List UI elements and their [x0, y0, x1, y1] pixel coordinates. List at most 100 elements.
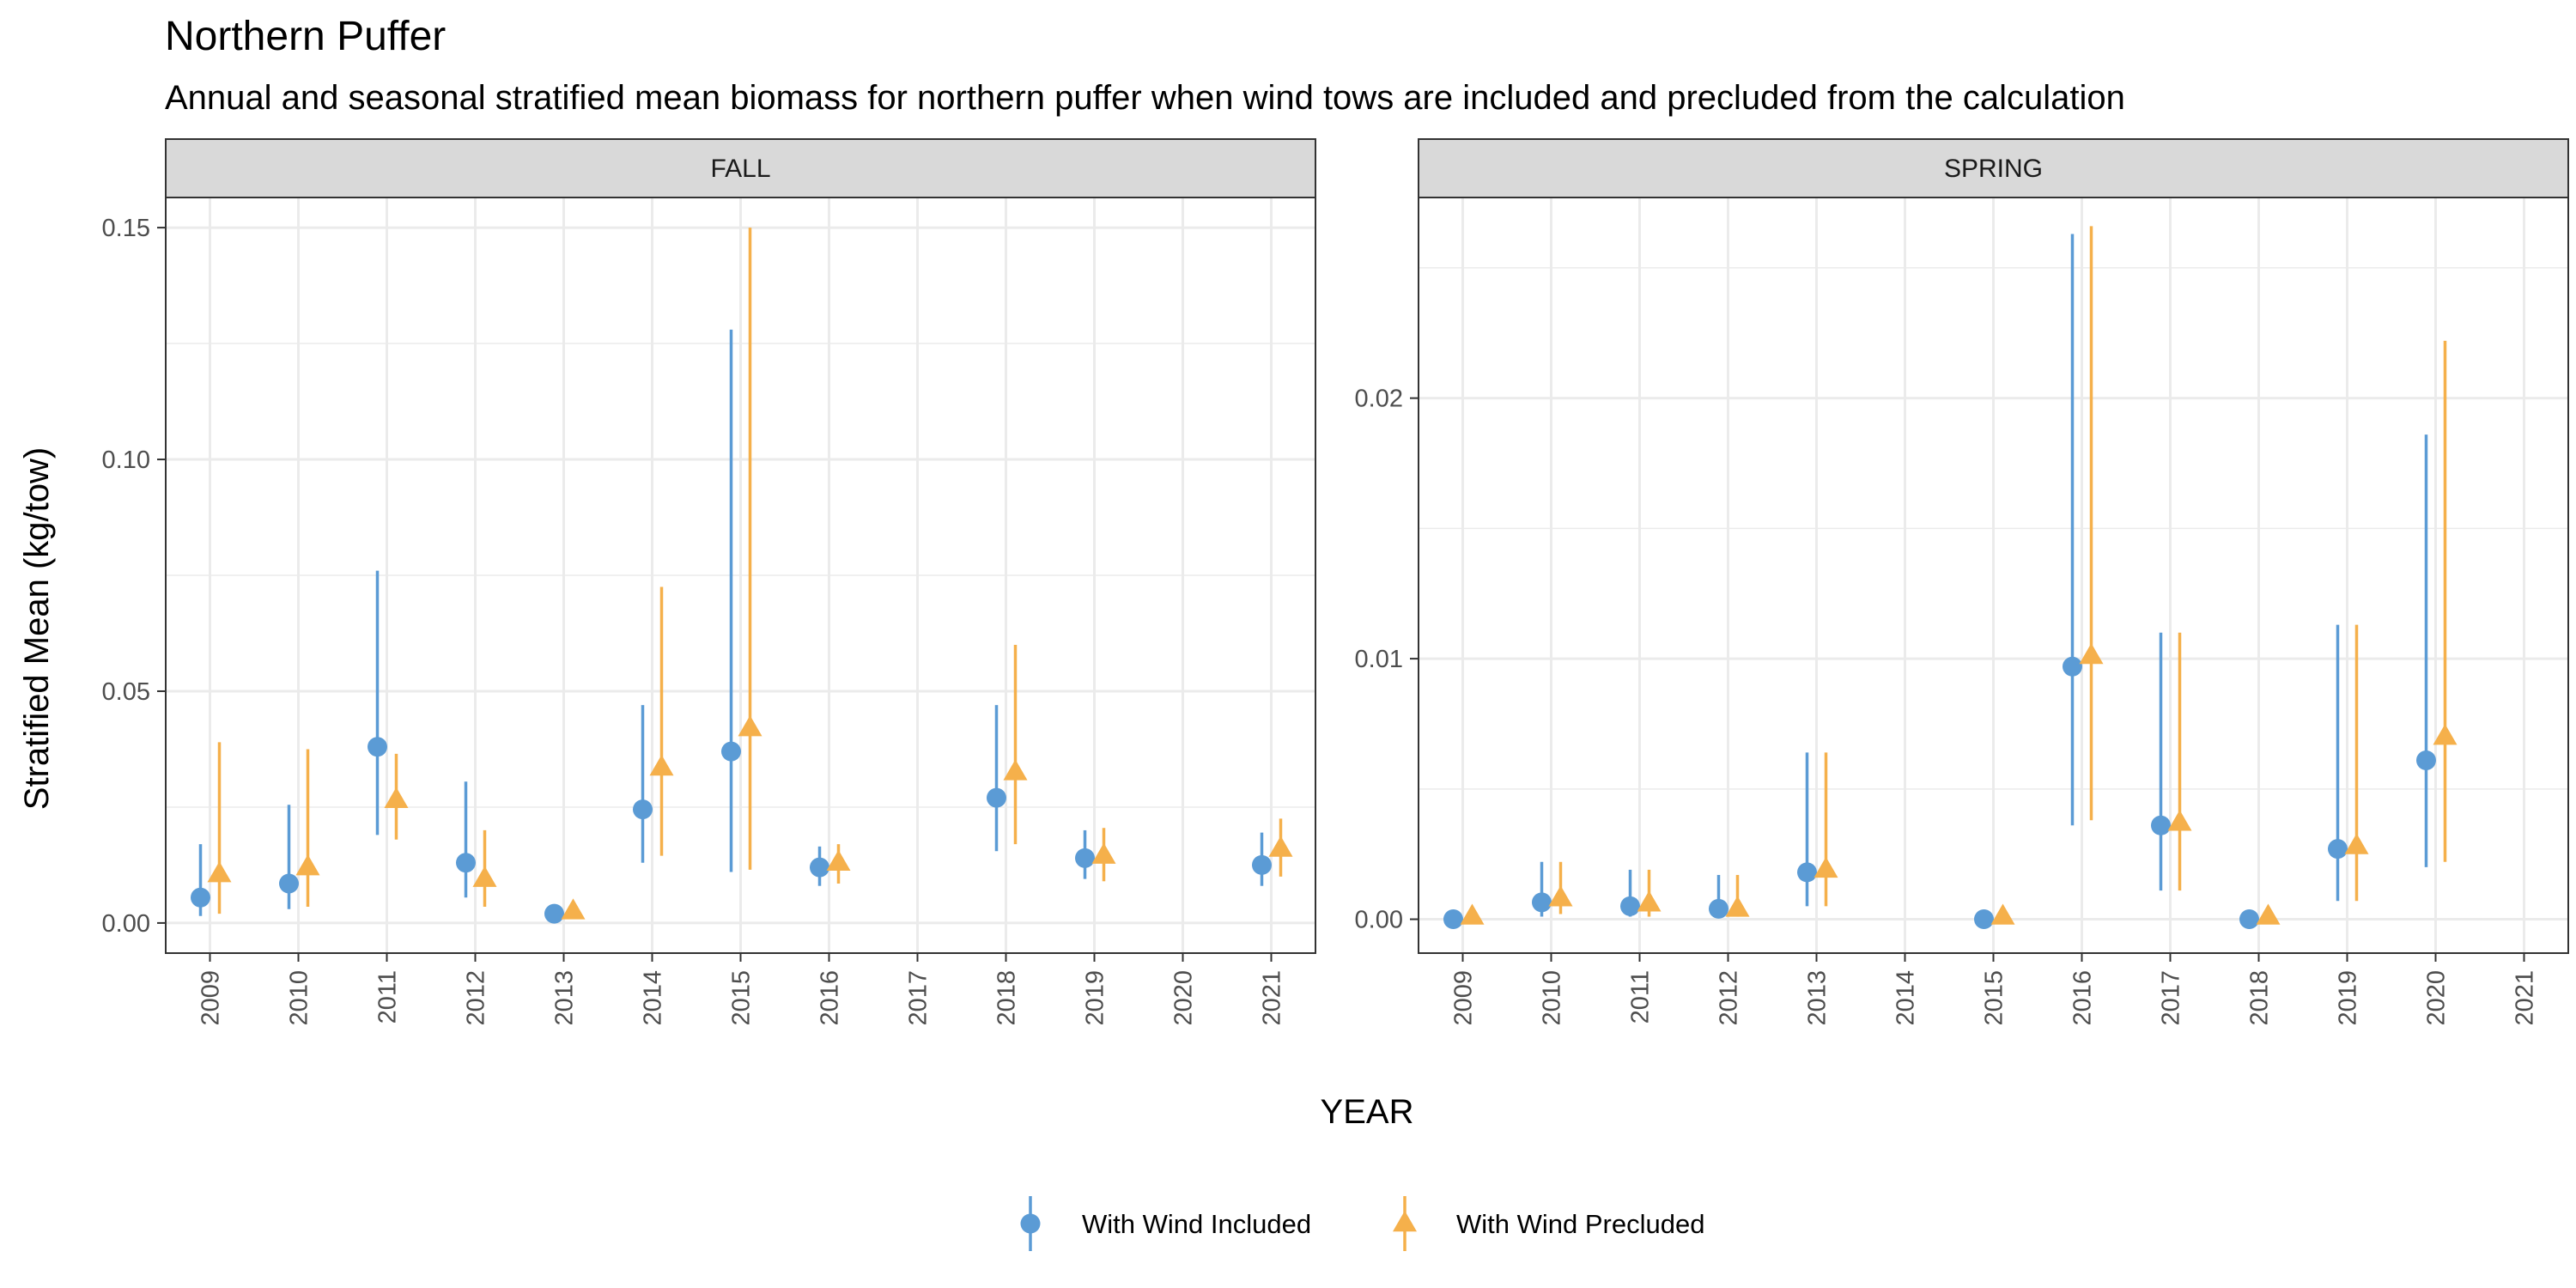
- legend-label: With Wind Included: [1082, 1209, 1311, 1239]
- data-point: [1075, 848, 1095, 868]
- data-point: [1252, 854, 1272, 875]
- chart-subtitle: Annual and seasonal stratified mean biom…: [165, 79, 2125, 117]
- data-point: [1709, 898, 1728, 919]
- panel-border: [165, 197, 1316, 954]
- data-point: [2167, 810, 2192, 831]
- x-tick-label: 2011: [374, 970, 402, 1024]
- data-point: [1460, 903, 1485, 925]
- legend-item-wind-included: With Wind Included: [1020, 1196, 1311, 1251]
- data-point: [1268, 835, 1293, 857]
- y-tick-label: 0.00: [102, 910, 150, 938]
- data-point: [384, 787, 409, 809]
- data-point: [2256, 903, 2281, 925]
- legend-label: With Wind Precluded: [1456, 1209, 1704, 1239]
- x-tick-label: 2016: [817, 970, 844, 1026]
- x-tick-label: 2015: [728, 970, 756, 1026]
- data-point: [2079, 643, 2104, 665]
- chart-title: Northern Puffer: [165, 14, 446, 59]
- facet-strip: [165, 138, 1316, 198]
- panel-border: [1418, 197, 2569, 954]
- x-tick-label: 2009: [197, 970, 225, 1026]
- x-axis-title: YEAR: [1321, 1093, 1414, 1131]
- legend: With Wind Included With Wind Precluded: [1020, 1196, 1704, 1251]
- data-point: [368, 737, 387, 757]
- y-tick-label: 0.15: [102, 215, 150, 242]
- data-point: [1637, 890, 1662, 912]
- data-point: [1003, 759, 1028, 781]
- data-point: [279, 873, 299, 894]
- data-point: [1091, 842, 1116, 864]
- data-point: [295, 854, 320, 876]
- series-wind-included: [1443, 234, 2436, 930]
- x-tick-label: 2013: [1804, 970, 1832, 1026]
- x-tick-label: 2020: [1170, 970, 1198, 1026]
- data-point: [1443, 909, 1463, 930]
- data-point: [2328, 839, 2348, 860]
- x-tick-label: 2018: [2246, 970, 2274, 1026]
- data-point: [191, 887, 210, 908]
- legend-key-marker: [1020, 1213, 1041, 1234]
- y-tick-label: 0.02: [1355, 386, 1403, 413]
- y-axis-title: Stratified Mean (kg/tow): [18, 447, 56, 810]
- data-point: [738, 715, 762, 737]
- data-point: [987, 787, 1006, 808]
- facet-panel-spring: SPRING 0.00 0.01 0.02 2009 2010 2011 2012 2013 20…: [1355, 138, 2569, 1026]
- x-tick-label: 2016: [2069, 970, 2097, 1026]
- data-point: [456, 853, 476, 873]
- x-tick-label: 2010: [1539, 970, 1566, 1026]
- data-point: [1620, 896, 1640, 916]
- x-tick-label: 2021: [2512, 970, 2539, 1026]
- x-tick-label: 2009: [1450, 970, 1478, 1026]
- data-point: [2433, 724, 2458, 745]
- facet-strip-label: SPRING: [1944, 155, 2043, 183]
- data-point: [810, 857, 829, 878]
- x-tick-label: 2011: [1627, 970, 1655, 1024]
- y-tick-label: 0.10: [102, 447, 150, 474]
- x-tick-label: 2015: [1981, 970, 2008, 1026]
- data-point: [826, 849, 851, 871]
- facet-panels: FALL 0.00 0.05 0.10 0.15 2009 2010 2011 2012 2013…: [102, 138, 2569, 1026]
- x-tick-label: 2018: [993, 970, 1021, 1026]
- facet-strip: [1418, 138, 2569, 198]
- data-point: [1814, 856, 1838, 878]
- data-point: [1990, 903, 2015, 925]
- legend-key-marker: [1393, 1210, 1417, 1232]
- data-point: [207, 861, 232, 883]
- series-wind-precluded: [1460, 226, 2458, 925]
- y-tick-label: 0.00: [1355, 907, 1403, 934]
- x-tick-label: 2021: [1259, 970, 1286, 1026]
- x-tick-label: 2012: [1716, 970, 1743, 1026]
- data-point: [2063, 656, 2082, 677]
- data-point: [2239, 909, 2259, 930]
- data-point: [544, 903, 564, 924]
- x-tick-label: 2017: [905, 970, 933, 1026]
- data-point: [1548, 885, 1573, 907]
- data-point: [1797, 862, 1817, 883]
- x-tick-label: 2020: [2423, 970, 2451, 1026]
- series-wind-included: [191, 329, 1272, 924]
- data-point: [2416, 750, 2436, 770]
- data-point: [1974, 909, 1994, 930]
- legend-item-wind-precluded: With Wind Precluded: [1393, 1196, 1704, 1251]
- series-wind-precluded: [207, 228, 1293, 920]
- data-point: [721, 741, 741, 762]
- data-point: [633, 799, 653, 820]
- x-tick-label: 2010: [286, 970, 313, 1026]
- y-tick-label: 0.01: [1355, 646, 1403, 673]
- data-point: [2344, 833, 2369, 854]
- y-tick-label: 0.05: [102, 678, 150, 706]
- facet-strip-label: FALL: [710, 155, 770, 183]
- x-tick-label: 2013: [551, 970, 579, 1026]
- x-tick-label: 2014: [1893, 970, 1920, 1026]
- data-point: [1725, 896, 1750, 917]
- x-tick-label: 2012: [463, 970, 490, 1026]
- data-point: [2151, 815, 2171, 835]
- x-tick-label: 2014: [640, 970, 667, 1026]
- x-tick-label: 2019: [1082, 970, 1109, 1026]
- x-tick-label: 2019: [2335, 970, 2362, 1026]
- x-tick-label: 2017: [2158, 970, 2185, 1026]
- data-point: [1532, 892, 1552, 913]
- facet-panel-fall: FALL 0.00 0.05 0.10 0.15 2009 2010 2011 2012 2013…: [102, 138, 1316, 1026]
- data-point: [472, 866, 497, 887]
